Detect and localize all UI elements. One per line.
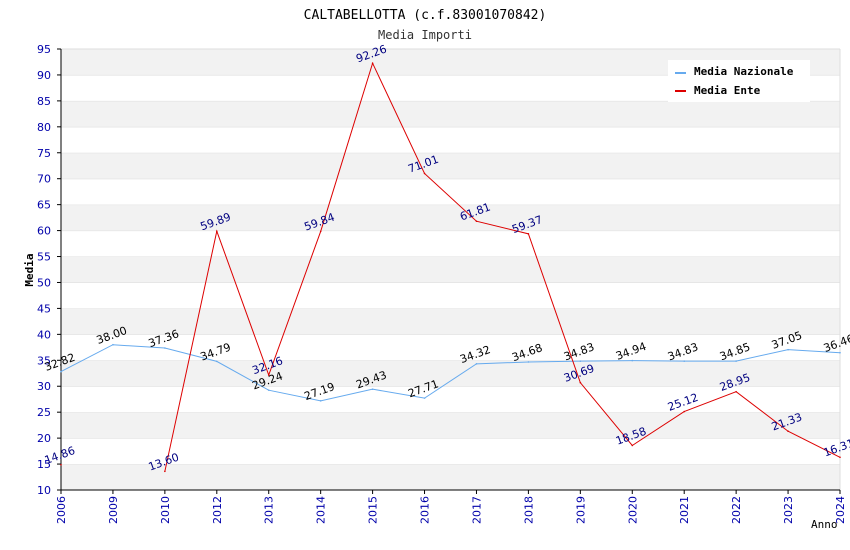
y-tick-label: 70 xyxy=(37,173,51,186)
x-tick-label: 2020 xyxy=(626,496,639,524)
grid-band xyxy=(61,386,840,413)
grid-band xyxy=(61,100,840,127)
data-point xyxy=(267,389,270,391)
chart-title: CALTABELLOTTA (c.f.83001070842) xyxy=(304,8,547,23)
data-point xyxy=(527,361,530,363)
x-tick-label: 2023 xyxy=(782,496,795,524)
data-point xyxy=(631,444,634,447)
data-point xyxy=(475,220,478,222)
grid-band xyxy=(61,360,840,387)
grid-band xyxy=(61,282,840,309)
y-tick-label: 80 xyxy=(37,121,51,134)
grid-band xyxy=(61,178,840,205)
data-point xyxy=(787,348,789,351)
y-tick-label: 30 xyxy=(37,380,51,393)
data-point xyxy=(371,62,374,65)
x-tick-label: 2016 xyxy=(419,496,432,524)
data-point xyxy=(475,363,478,365)
data-point xyxy=(164,470,166,473)
y-tick-label: 15 xyxy=(37,458,51,471)
y-tick-label: 20 xyxy=(37,432,51,445)
grid-band xyxy=(61,412,840,439)
data-point xyxy=(371,388,374,390)
data-point xyxy=(216,230,218,232)
grid-band xyxy=(61,464,840,490)
grid-band xyxy=(61,152,840,179)
y-tick-label: 60 xyxy=(37,225,51,238)
data-point xyxy=(735,390,737,393)
data-point xyxy=(319,400,322,402)
y-tick-label: 40 xyxy=(37,328,51,341)
y-tick-label: 55 xyxy=(37,251,51,264)
x-tick-label: 2010 xyxy=(159,496,172,524)
y-tick-label: 10 xyxy=(37,484,51,497)
x-tick-label: 2012 xyxy=(211,496,224,524)
y-tick-label: 95 xyxy=(37,43,51,56)
grid-band xyxy=(61,126,840,153)
data-point xyxy=(423,172,426,175)
y-tick-label: 45 xyxy=(37,302,51,315)
data-point xyxy=(319,230,322,233)
legend-box xyxy=(668,60,810,102)
x-tick-label: 2024 xyxy=(834,496,847,524)
data-point xyxy=(60,370,62,373)
y-tick-label: 75 xyxy=(37,147,51,160)
x-tick-label: 2013 xyxy=(263,496,276,524)
data-point xyxy=(631,359,634,362)
grid-band xyxy=(61,308,840,335)
data-point xyxy=(683,410,685,413)
data-point xyxy=(735,360,737,362)
data-point xyxy=(839,351,841,354)
data-point xyxy=(267,374,270,376)
legend: Media Nazionale Media Ente xyxy=(668,60,810,102)
legend-label-media-nazionale: Media Nazionale xyxy=(694,65,794,78)
data-point xyxy=(164,347,166,349)
x-tick-label: 2014 xyxy=(315,496,328,524)
x-tick-label: 2006 xyxy=(55,496,68,524)
x-tick-labels: 2006 2009 2010 2012 2013 2014 2015 2016 2017 2018… xyxy=(55,490,847,524)
grid-band xyxy=(61,334,840,361)
x-axis-label: Anno xyxy=(811,518,838,531)
series-lines xyxy=(60,61,841,473)
data-point xyxy=(683,360,685,362)
data-point xyxy=(527,233,530,235)
x-tick-label: 2009 xyxy=(107,496,120,524)
axes xyxy=(60,49,840,491)
x-tick-label: 2018 xyxy=(522,496,535,524)
grid-band xyxy=(61,256,840,283)
chart-subtitle: Media Importi xyxy=(378,28,472,42)
grid-band xyxy=(61,230,840,257)
x-tick-label: 2022 xyxy=(730,496,743,524)
data-point xyxy=(60,463,62,466)
y-tick-labels: 10 15 20 25 30 35 40 45 50 55 60 65 70 75 80 85 90 95 xyxy=(37,43,61,497)
x-tick-label: 2019 xyxy=(574,496,587,524)
y-tick-label: 50 xyxy=(37,276,51,289)
x-tick-label: 2017 xyxy=(470,496,483,524)
grid-bands xyxy=(61,48,841,490)
data-point xyxy=(216,360,218,363)
data-point xyxy=(787,430,789,433)
data-point xyxy=(579,360,582,362)
x-tick-label: 2015 xyxy=(367,496,380,524)
data-point xyxy=(423,397,426,399)
y-tick-label: 25 xyxy=(37,406,51,419)
y-tick-label: 65 xyxy=(37,199,51,212)
y-tick-label: 35 xyxy=(37,354,51,367)
x-tick-label: 2021 xyxy=(678,496,691,524)
series-line-1 xyxy=(164,61,841,472)
data-point xyxy=(579,381,582,384)
grid-band xyxy=(61,438,840,465)
legend-label-media-ente: Media Ente xyxy=(694,84,761,97)
data-point xyxy=(112,343,114,346)
y-tick-label: 90 xyxy=(37,69,51,82)
y-axis-label: Media xyxy=(23,253,36,286)
y-tick-label: 85 xyxy=(37,95,51,108)
data-point xyxy=(839,456,841,459)
series-line-0 xyxy=(60,344,841,402)
grid-band xyxy=(61,204,840,231)
